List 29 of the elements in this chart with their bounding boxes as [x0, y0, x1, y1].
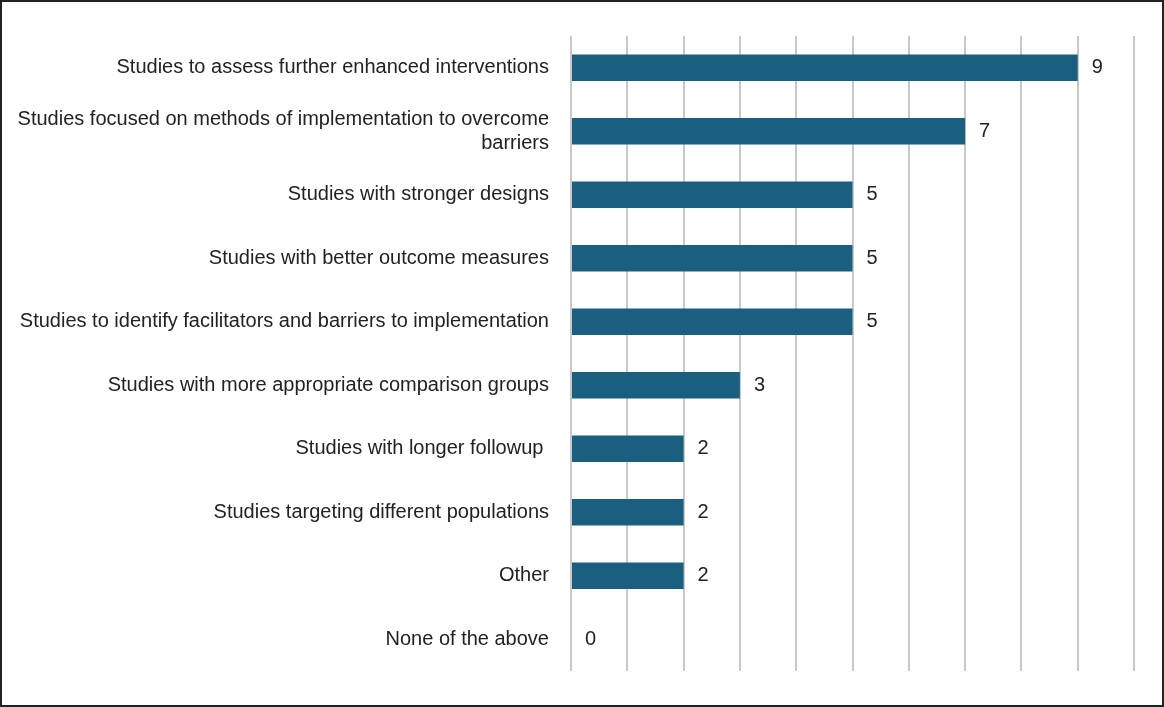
data-label: 2: [697, 499, 709, 522]
data-label: 5: [866, 309, 878, 332]
y-tick-label: Studies targeting different populations: [213, 499, 549, 522]
data-label: 0: [585, 626, 597, 649]
bar: [572, 371, 740, 399]
data-label: 7: [979, 118, 991, 141]
y-tick-label: Studies to assess further enhanced interventions: [116, 55, 549, 78]
y-tick-label: Studies with more appropriate comparison groups: [107, 372, 549, 395]
y-tick-label: Studies focused on methods of implementation to overcome barriers: [17, 106, 549, 153]
data-label: 5: [866, 182, 878, 205]
bar: [572, 117, 966, 145]
bar: [572, 308, 853, 336]
bar: [572, 435, 684, 463]
y-tick-label: Studies with stronger designs: [287, 182, 549, 205]
data-label: 9: [1091, 55, 1103, 78]
bar: [572, 562, 684, 590]
data-label: 3: [753, 372, 766, 395]
data-label: 5: [866, 245, 878, 268]
y-tick-label: Studies with longer followup: [295, 436, 549, 459]
bar: [572, 244, 853, 272]
y-tick-label: Studies with better outcome measures: [208, 245, 549, 268]
data-label: 2: [697, 563, 709, 586]
y-tick-label: None of the above: [385, 626, 549, 649]
y-tick-label: Other: [498, 563, 550, 586]
data-label: 2: [697, 436, 709, 459]
bar: [572, 498, 684, 526]
bar: [572, 54, 1078, 82]
y-tick-label: Studies to identify facilitators and barriers to implementation: [19, 309, 549, 332]
bar: [572, 181, 853, 209]
